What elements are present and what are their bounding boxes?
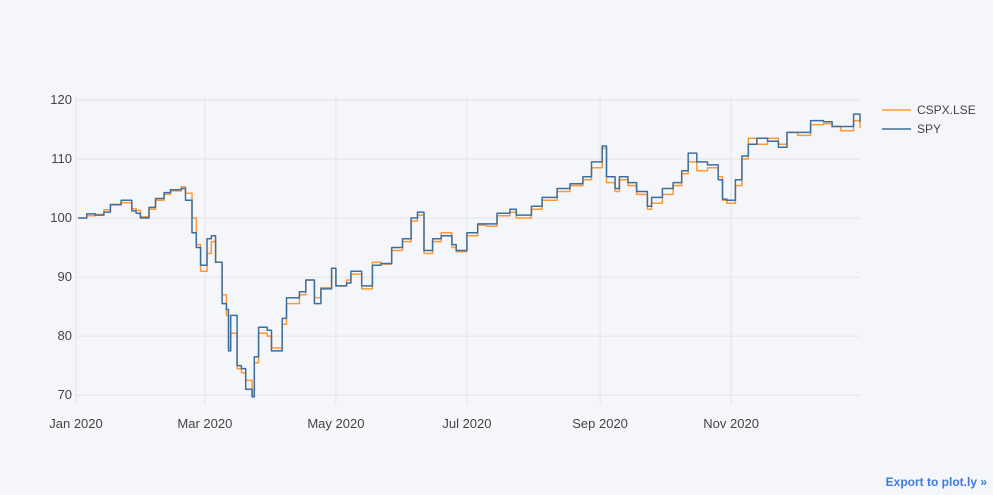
x-tick-label: May 2020 <box>307 416 364 431</box>
export-to-plotly-link[interactable]: Export to plot.ly » <box>885 475 987 489</box>
x-tick-label: Mar 2020 <box>177 416 232 431</box>
y-tick-label: 90 <box>58 269 72 284</box>
legend-label[interactable]: CSPX.LSE <box>917 103 976 117</box>
x-tick-label: Jul 2020 <box>442 416 491 431</box>
legend-label[interactable]: SPY <box>917 122 941 136</box>
series-lines <box>78 113 861 398</box>
series-line-cspx-lse <box>78 119 861 396</box>
y-tick-label: 110 <box>51 151 72 166</box>
y-axis-ticks: 70 80 90 100 110 120 <box>50 92 72 402</box>
x-tick-label: Nov 2020 <box>703 416 759 431</box>
x-tick-label: Sep 2020 <box>572 416 628 431</box>
y-tick-label: 100 <box>50 210 72 225</box>
x-axis-ticks: Jan 2020 Mar 2020 May 2020 Jul 2020 Sep 2020… <box>49 416 759 431</box>
y-tick-label: 80 <box>58 328 72 343</box>
y-tick-label: 120 <box>50 92 72 107</box>
y-tick-label: 70 <box>58 387 72 402</box>
legend: CSPX.LSE SPY <box>882 103 976 136</box>
x-tick-label: Jan 2020 <box>49 416 103 431</box>
series-line-spy <box>78 113 861 398</box>
grid <box>75 97 860 404</box>
